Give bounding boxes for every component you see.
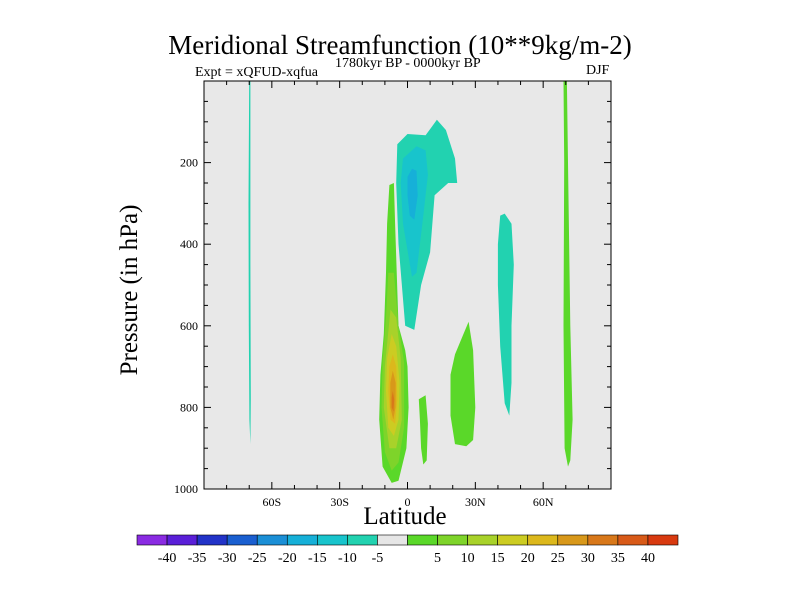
colorbar-swatch [196,534,228,546]
y-tick-label: 1000 [174,482,198,496]
x-tick-label: 60S [262,495,281,509]
axis-ticks: 60S 30S 0 30N 60N 200 400 600 800 1000 [174,81,611,509]
y-tick-label: 200 [180,156,198,170]
colorbar-label: -25 [248,551,267,566]
contour-thin-negative-60s [248,81,251,445]
colorbar-label: -40 [158,551,177,566]
contour-positive-cell-5n-small [418,395,428,465]
chart-title: Meridional Streamfunction (10**9kg/m-2) [168,30,632,60]
colorbar-swatch [647,534,679,546]
colorbar-label: -5 [372,551,384,566]
colorbar-swatch [166,534,198,546]
colorbar: -40 -35 -30 -25 -20 -15 -10 -5 5 10 15 20 25 30 35 40 [136,534,679,566]
colorbar-swatch [587,534,619,546]
y-tick-label: 400 [180,237,198,251]
contour-positive-cell-l35 [391,391,395,412]
colorbar-swatch [347,534,378,546]
contour-regions [248,81,573,483]
colorbar-label: 10 [461,551,475,566]
y-tick-label: 600 [180,319,198,333]
colorbar-swatch [527,534,559,546]
colorbar-swatch [497,534,529,546]
x-axis-label: Latitude [363,503,447,530]
colorbar-label: -10 [338,551,357,566]
colorbar-label: 30 [581,551,595,566]
colorbar-swatch [286,534,318,546]
colorbar-label: 35 [611,551,625,566]
colorbar-swatch [617,534,649,546]
time-range-label: 1780kyr BP - 0000kyr BP [335,56,481,71]
contour-negative-cell-40n [497,213,514,416]
colorbar-swatch [467,534,498,546]
colorbar-swatch [317,534,348,546]
colorbar-label: 5 [434,551,441,566]
x-tick-label: 0 [405,495,411,509]
contour-upper-negative-cell-core [407,168,418,220]
colorbar-label: 25 [551,551,565,566]
colorbar-label: 15 [491,551,505,566]
colorbar-swatch [557,534,589,546]
x-tick-label: 30N [465,495,486,509]
colorbar-swatch [377,534,408,546]
contour-positive-cell-70n [563,81,573,467]
contour-positive-cell-20n [450,321,476,447]
experiment-label: Expt = xQFUD-xqfua [195,65,318,80]
colorbar-swatch [407,534,438,546]
colorbar-swatch [136,534,168,546]
colorbar-label: -20 [278,551,297,566]
x-tick-label: 30S [330,495,349,509]
colorbar-swatch [437,534,468,546]
colorbar-label: -35 [188,551,207,566]
season-label: DJF [586,63,610,78]
colorbar-swatch [226,534,258,546]
x-tick-label: 60N [533,495,554,509]
y-tick-label: 800 [180,400,198,414]
colorbar-label: 40 [641,551,655,566]
colorbar-label: 20 [521,551,535,566]
colorbar-swatch [256,534,288,546]
colorbar-label: -15 [308,551,327,566]
colorbar-label: -30 [218,551,237,566]
